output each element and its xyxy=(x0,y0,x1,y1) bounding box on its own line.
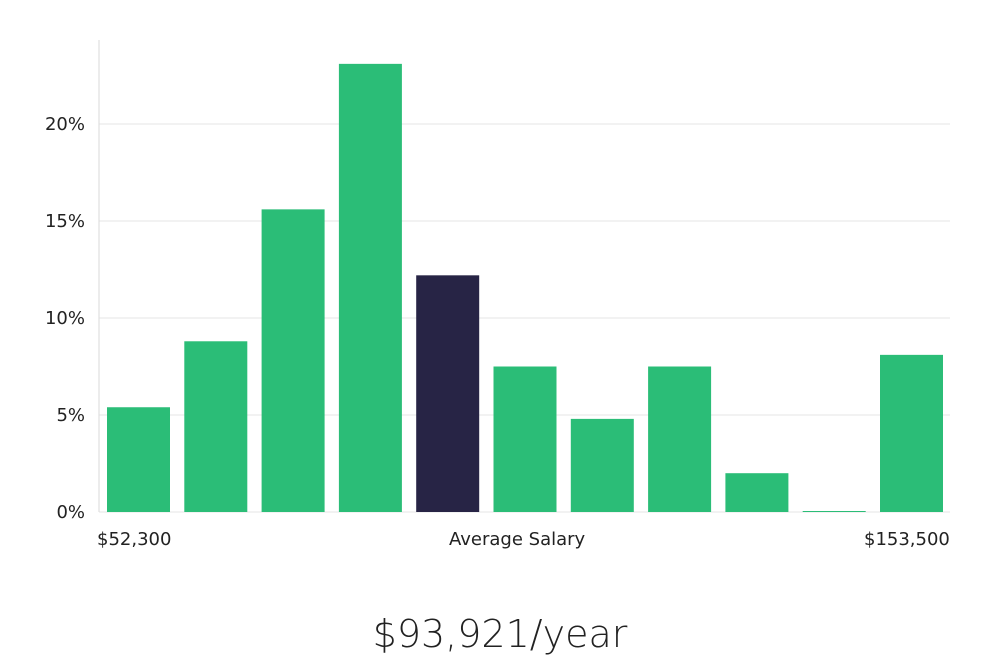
bar xyxy=(338,63,402,513)
bars xyxy=(107,63,943,513)
salary-histogram: 0% 5% 10% 15% 20% xyxy=(45,40,950,523)
y-tick-label: 10% xyxy=(45,308,85,329)
bar xyxy=(184,341,248,512)
bar xyxy=(802,511,866,512)
y-axis-ticks: 0% 5% 10% 15% 20% xyxy=(45,114,85,523)
x-min-salary-label: $52,300 xyxy=(97,529,172,550)
bar-average-salary xyxy=(416,275,480,512)
y-tick-label: 20% xyxy=(45,114,85,135)
x-center-label: Average Salary xyxy=(449,529,586,550)
x-max-salary-label: $153,500 xyxy=(864,529,950,550)
bar xyxy=(261,209,325,513)
bar xyxy=(107,407,170,512)
y-tick-label: 0% xyxy=(56,502,85,523)
bar xyxy=(880,354,943,512)
bar xyxy=(648,366,712,512)
bar xyxy=(725,473,789,512)
average-salary-headline: $93,921/year xyxy=(372,612,628,656)
y-tick-label: 15% xyxy=(45,211,85,232)
bar xyxy=(570,418,634,512)
y-tick-label: 5% xyxy=(56,405,85,426)
bar xyxy=(493,366,557,512)
